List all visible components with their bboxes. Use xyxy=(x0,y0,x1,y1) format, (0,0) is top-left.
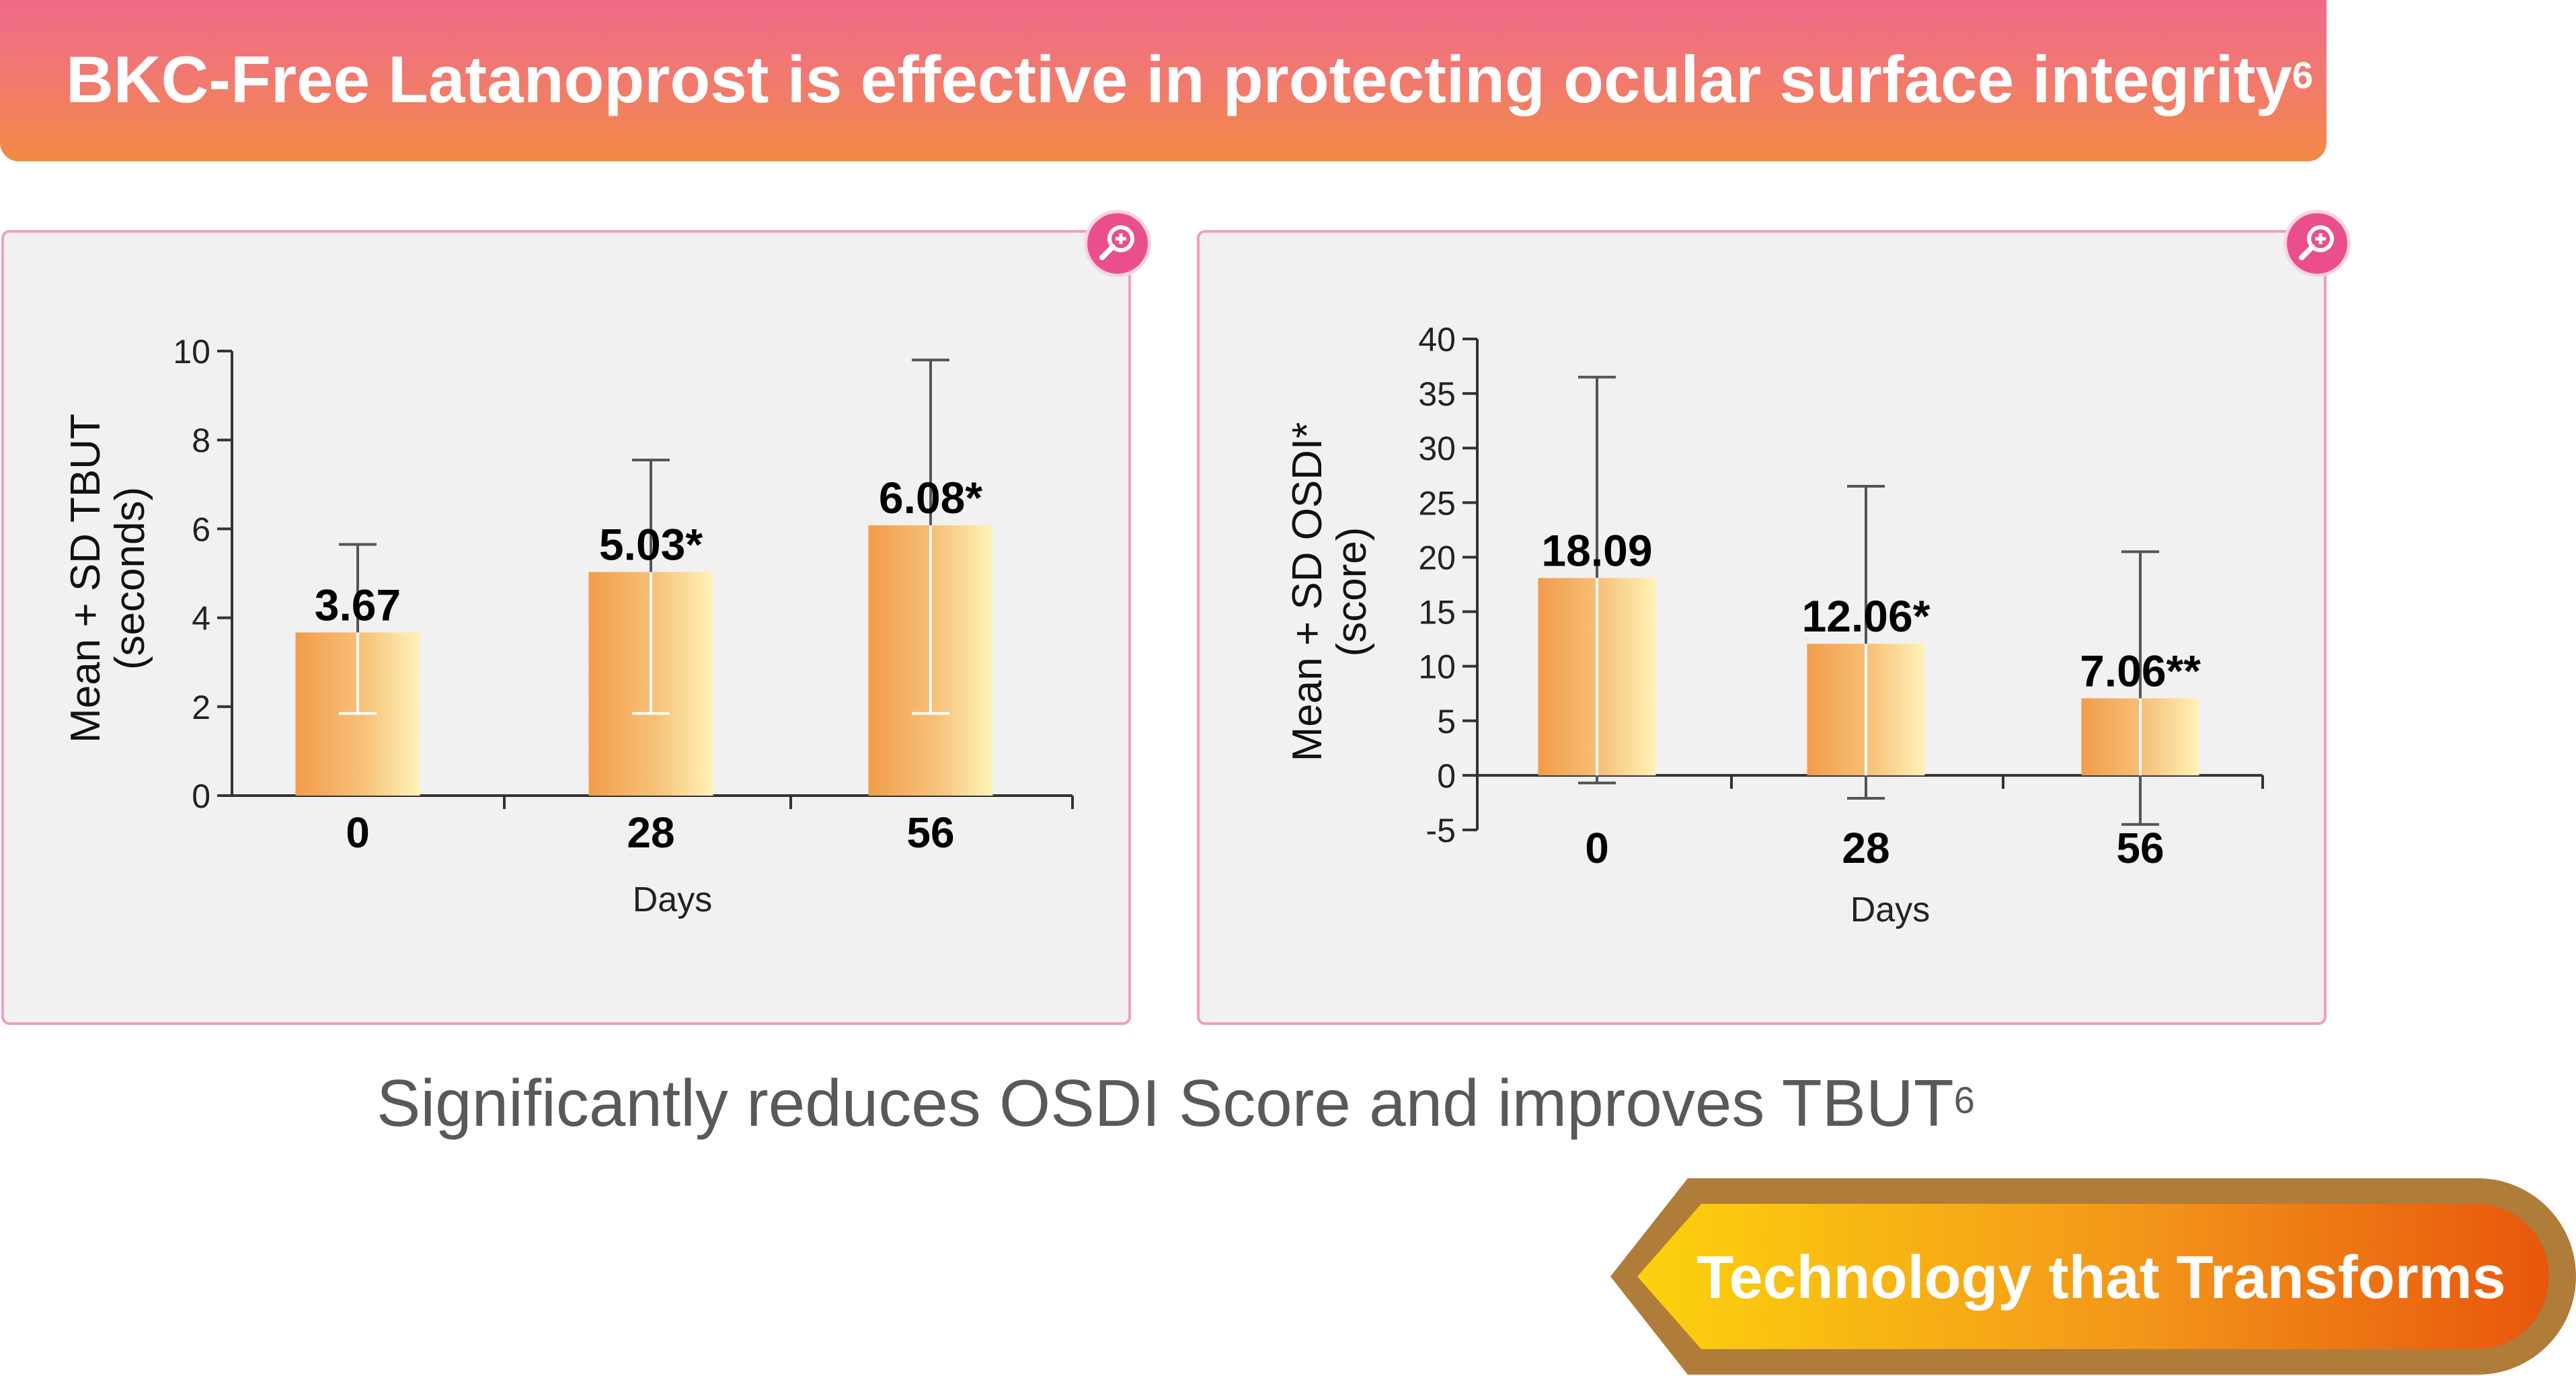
chart2-x-tick-label: 28 xyxy=(1842,824,1889,872)
zoom-in-icon xyxy=(2299,225,2334,260)
chart1-y-tick-label: 8 xyxy=(192,422,210,459)
chart2-y-axis-title: Mean + SD OSDI*(score) xyxy=(1284,422,1375,762)
chart2-x-axis-title: Days xyxy=(1850,890,1930,929)
chart1-data-label: 6.08* xyxy=(879,473,982,523)
chart1-x-tick-label: 0 xyxy=(346,808,370,857)
chart-caption-reference: 6 xyxy=(1953,1079,1975,1121)
chart2-y-tick-label: 20 xyxy=(1418,539,1456,576)
page-title-reference: 6 xyxy=(2292,54,2314,96)
chart2-y-tick-label: 15 xyxy=(1418,594,1456,632)
chart1-y-tick-label: 6 xyxy=(192,510,210,548)
chart1-y-tick-label: 4 xyxy=(192,600,210,638)
zoom-in-icon xyxy=(1099,225,1134,260)
chart-caption: Significantly reduces OSDI Score and imp… xyxy=(377,1063,1975,1143)
chart2-x-tick-label: 56 xyxy=(2116,824,2164,872)
chart2-data-label: 18.09 xyxy=(1541,525,1652,575)
charts-canvas: 0 2 4 6 8 10 3.67 0 5.03* 28 6.08* 56 Days Mean + SD … xyxy=(63,321,2264,929)
chart2-y-tick-label: 0 xyxy=(1437,757,1456,795)
chart2-y-tick-label: 10 xyxy=(1418,648,1456,686)
chart1-x-axis-title: Days xyxy=(633,880,712,919)
zoom-button-tbut[interactable] xyxy=(1087,213,1148,274)
chart-caption-text: Significantly reduces OSDI Score and imp… xyxy=(377,1066,1954,1140)
chart1-y-tick-label: 2 xyxy=(192,689,210,726)
chart2-y-tick-label: 5 xyxy=(1437,703,1456,740)
chart2-y-tick-label: 40 xyxy=(1418,321,1456,358)
chart2-y-tick-label: 25 xyxy=(1418,484,1456,522)
chart2-y-tick-label: 30 xyxy=(1418,430,1456,467)
chart1-x-tick-label: 28 xyxy=(627,808,674,857)
chart2-data-label: 12.06* xyxy=(1802,591,1930,641)
chart2-x-tick-label: 0 xyxy=(1585,824,1609,872)
chart2-y-tick-label: 35 xyxy=(1418,375,1456,413)
chart1-y-axis-title-line: (seconds) xyxy=(107,487,153,670)
chart1-data-label: 3.67 xyxy=(315,580,401,629)
header-banner xyxy=(0,0,2327,161)
page-title: BKC-Free Latanoprost is effective in pro… xyxy=(66,39,2313,120)
chart1-y-tick-label: 10 xyxy=(173,333,210,371)
osdi-chart-panel xyxy=(1197,230,2327,1025)
cta-label: Technology that Transforms xyxy=(1696,1244,2506,1311)
chart2-y-axis-title-line: (score) xyxy=(1329,527,1375,657)
chart2-data-label: 7.06** xyxy=(2080,646,2201,695)
chart1-x-tick-label: 56 xyxy=(906,808,954,857)
zoom-button-osdi[interactable] xyxy=(2287,213,2347,274)
chart1-y-axis-title-line: Mean + SD TBUT xyxy=(63,414,109,743)
cta-arrow-button[interactable] xyxy=(1610,1177,2576,1376)
chart1-y-axis-title: Mean + SD TBUT(seconds) xyxy=(63,414,153,743)
chart2-y-tick-label: -5 xyxy=(1426,812,1456,849)
chart1-data-label: 5.03* xyxy=(599,520,703,570)
page-title-text: BKC-Free Latanoprost is effective in pro… xyxy=(66,42,2292,116)
chart1-y-tick-label: 0 xyxy=(192,777,210,815)
chart2-y-axis-title-line: Mean + SD OSDI* xyxy=(1284,422,1331,762)
